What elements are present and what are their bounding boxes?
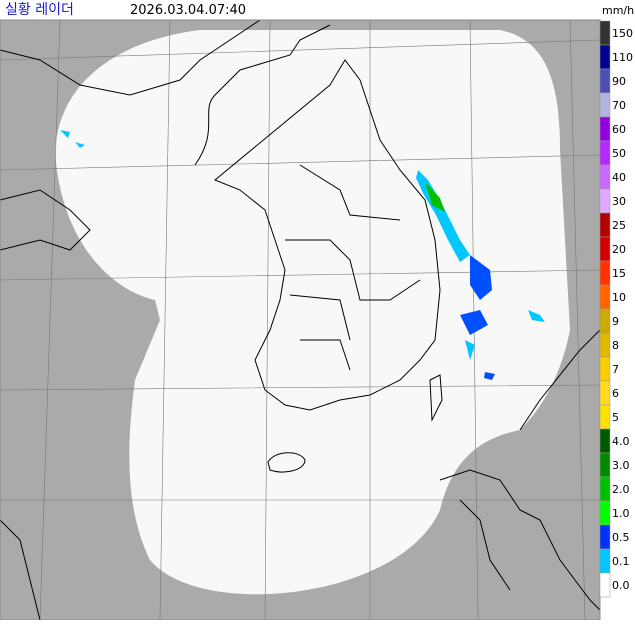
legend-swatch (599, 404, 611, 430)
legend-label: 0.1 (612, 555, 630, 568)
legend-label: 110 (612, 51, 633, 64)
legend-label: 4.0 (612, 435, 630, 448)
legend-label: 2.0 (612, 483, 630, 496)
legend-swatch (599, 332, 611, 358)
map (0, 19, 601, 621)
legend-label: 25 (612, 219, 626, 232)
legend: 150 110 90 70 60 50 40 30 25 20 15 10 9 8 7 6 5 4.0 3.0 2.0… (599, 20, 633, 598)
legend-label: 0.5 (612, 531, 630, 544)
legend-label: 60 (612, 123, 626, 136)
legend-swatch (599, 284, 611, 310)
legend-swatch (599, 164, 611, 190)
legend-label: 50 (612, 147, 626, 160)
legend-swatch (599, 20, 611, 46)
legend-label: 3.0 (612, 459, 630, 472)
legend-label: 1.0 (612, 507, 630, 520)
legend-label: 7 (612, 363, 619, 376)
legend-label: 40 (612, 171, 626, 184)
legend-label: 10 (612, 291, 626, 304)
coastline (0, 19, 601, 621)
legend-swatch (599, 500, 611, 526)
legend-label: 15 (612, 267, 626, 280)
legend-swatch (599, 92, 611, 118)
timestamp: 2026.03.04.07:40 (130, 3, 246, 18)
legend-swatch (599, 308, 611, 334)
legend-label: 0.0 (612, 579, 630, 592)
legend-swatch (599, 68, 611, 94)
legend-swatch (599, 260, 611, 286)
legend-swatch (599, 572, 611, 598)
legend-label: 70 (612, 99, 626, 112)
legend-swatch (599, 476, 611, 502)
legend-swatch (599, 452, 611, 478)
legend-label: 8 (612, 339, 619, 352)
legend-swatch (599, 140, 611, 166)
radar-coverage (55, 30, 570, 595)
rain-echoes (60, 130, 545, 380)
legend-label: 6 (612, 387, 619, 400)
legend-swatch (599, 428, 611, 454)
legend-label: 90 (612, 75, 626, 88)
legend-swatch (599, 524, 611, 550)
legend-swatch (599, 236, 611, 262)
legend-swatch (599, 116, 611, 142)
title: 실황 레이더 (5, 2, 74, 18)
legend-label: 5 (612, 411, 619, 424)
legend-label: 20 (612, 243, 626, 256)
legend-label: 150 (612, 27, 633, 40)
legend-label: 30 (612, 195, 626, 208)
legend-swatch (599, 188, 611, 214)
legend-swatch (599, 356, 611, 382)
legend-swatch (599, 212, 611, 238)
unit: mm/h (602, 4, 634, 17)
legend-swatch (599, 548, 611, 574)
grid (0, 19, 601, 621)
legend-swatch (599, 44, 611, 70)
legend-label: 9 (612, 315, 619, 328)
legend-swatch (599, 380, 611, 406)
